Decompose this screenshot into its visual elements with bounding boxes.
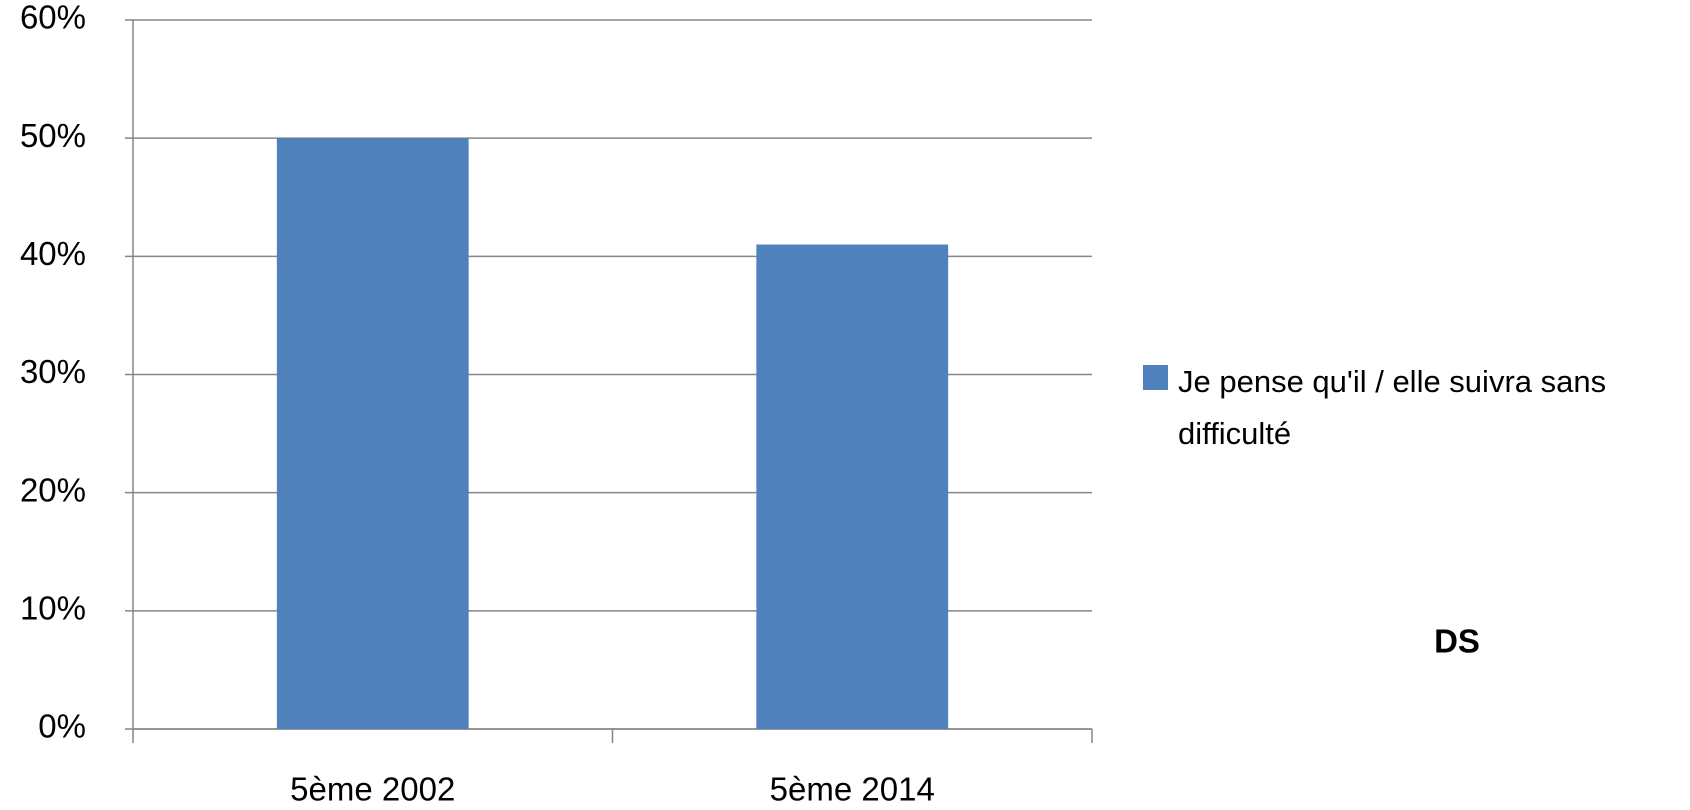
bar [756, 244, 949, 729]
y-tick-label: 0% [38, 708, 86, 745]
y-tick-label: 60% [20, 0, 86, 36]
y-tick-label: 40% [20, 235, 86, 272]
bar [276, 138, 469, 729]
x-tick-label: 5ème 2014 [770, 771, 935, 808]
y-tick-label: 30% [20, 353, 86, 390]
legend-swatch [1143, 365, 1168, 390]
legend-label: Je pense qu'il / elle suivra sans diffic… [1178, 364, 1607, 451]
y-tick-label: 10% [20, 590, 86, 627]
annotation: DS [1434, 623, 1480, 660]
y-tick-label: 50% [20, 117, 86, 154]
x-tick-label: 5ème 2002 [290, 771, 455, 808]
y-tick-label: 20% [20, 471, 86, 508]
